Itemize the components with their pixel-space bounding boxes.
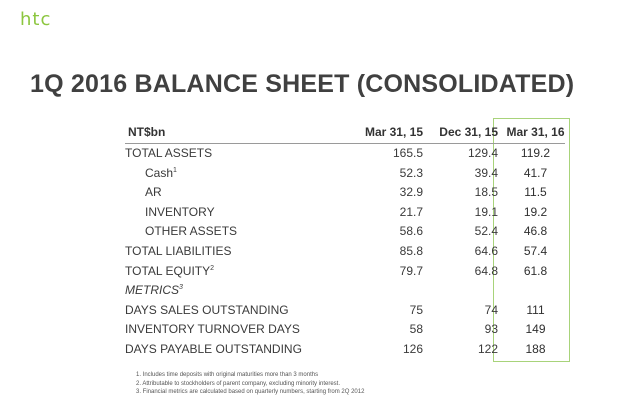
footnote: 2. Attributable to stockholders of paren… (136, 380, 340, 387)
balance-sheet-table: NT$bn Mar 31, 15 Dec 31, 15 Mar 31, 16 T… (125, 121, 565, 360)
cell-value: 64.6 (474, 243, 498, 258)
table-row: OTHER ASSETS 58.6 52.4 46.8 (125, 222, 565, 242)
row-label: INVENTORY (145, 204, 215, 219)
cell-value: 129.4 (467, 146, 498, 160)
cell-value: 58 (409, 322, 423, 337)
cell-value: 21.7 (399, 204, 423, 219)
footnote: 3. Financial metrics are calculated base… (136, 389, 365, 396)
section-label-text: METRICS (125, 283, 179, 298)
cell-value: 52.3 (399, 165, 423, 180)
cell-value: 85.8 (399, 243, 423, 258)
footnote-marker: 3 (179, 284, 183, 292)
section-row-metrics: METRICS3 (125, 281, 565, 301)
row-label: AR (145, 185, 162, 200)
cell-value: 165.5 (392, 146, 423, 160)
cell-value: 79.7 (399, 263, 423, 278)
table-row: INVENTORY TURNOVER DAYS 58 93 149 (125, 320, 565, 340)
row-label: TOTAL ASSETS (125, 146, 213, 160)
cell-value: 58.6 (399, 224, 423, 239)
cell-value-current: 41.7 (523, 165, 548, 180)
htc-logo: htc (20, 9, 52, 30)
table-row: INVENTORY 21.7 19.1 19.2 (125, 203, 565, 223)
row-label-text: Cash (145, 165, 174, 180)
row-label: DAYS SALES OUTSTANDING (125, 302, 289, 317)
header-mar-31-15: Mar 31, 15 (364, 125, 423, 139)
page-title: 1Q 2016 BALANCE SHEET (CONSOLIDATED) (30, 70, 575, 98)
table-row: Cash1 52.3 39.4 41.7 (125, 164, 565, 184)
row-label: TOTAL LIABILITIES (125, 243, 232, 258)
cell-value: 32.9 (399, 185, 423, 200)
cell-value: 93 (484, 322, 498, 337)
row-label: DAYS PAYABLE OUTSTANDING (125, 341, 302, 356)
cell-value: 74 (484, 302, 498, 317)
footnote-marker: 1 (173, 166, 177, 174)
cell-value: 39.4 (474, 165, 498, 180)
table-row: TOTAL EQUITY2 79.7 64.8 61.8 (125, 262, 565, 282)
cell-value: 18.5 (474, 185, 498, 200)
footnote-marker: 2 (210, 264, 215, 272)
header-dec-31-15: Dec 31, 15 (439, 125, 498, 139)
row-label: TOTAL EQUITY2 (125, 262, 363, 282)
cell-value: 122 (477, 341, 498, 356)
cell-value: 126 (402, 341, 423, 356)
header-mar-31-16: Mar 31, 16 (506, 125, 565, 139)
section-label: METRICS3 (125, 281, 363, 301)
row-label-text: TOTAL EQUITY (125, 263, 211, 278)
cell-value-current: 149 (525, 322, 546, 337)
cell-value-current: 57.4 (523, 243, 548, 258)
cell-value: 75 (409, 302, 423, 317)
table-row: AR 32.9 18.5 11.5 (125, 183, 565, 203)
table-row: DAYS PAYABLE OUTSTANDING 126 122 188 (125, 340, 565, 360)
cell-value-current: 61.8 (523, 263, 548, 278)
table-header-row: NT$bn Mar 31, 15 Dec 31, 15 Mar 31, 16 (125, 121, 565, 144)
row-label: Cash1 (125, 164, 363, 184)
header-unit: NT$bn (128, 125, 166, 139)
row-label: INVENTORY TURNOVER DAYS (125, 322, 300, 337)
cell-value: 64.8 (474, 263, 498, 278)
cell-value-current: 11.5 (524, 185, 547, 200)
footnotes: 1. Includes time deposits with original … (136, 371, 364, 397)
cell-value: 52.4 (474, 224, 498, 239)
cell-value-current: 119.2 (520, 146, 551, 160)
row-label: OTHER ASSETS (145, 224, 238, 239)
cell-value-current: 46.8 (523, 224, 548, 239)
footnote: 1. Includes time deposits with original … (136, 372, 319, 378)
table-row: TOTAL ASSETS 165.5 129.4 119.2 (125, 144, 565, 164)
cell-value-current: 188 (525, 341, 546, 356)
current-quarter-highlight (493, 118, 570, 362)
cell-value: 19.1 (474, 204, 498, 219)
table-row: DAYS SALES OUTSTANDING 75 74 111 (125, 301, 565, 321)
table-row: TOTAL LIABILITIES 85.8 64.6 57.4 (125, 242, 565, 262)
cell-value-current: 19.2 (523, 204, 548, 219)
cell-value-current: 111 (526, 302, 545, 317)
